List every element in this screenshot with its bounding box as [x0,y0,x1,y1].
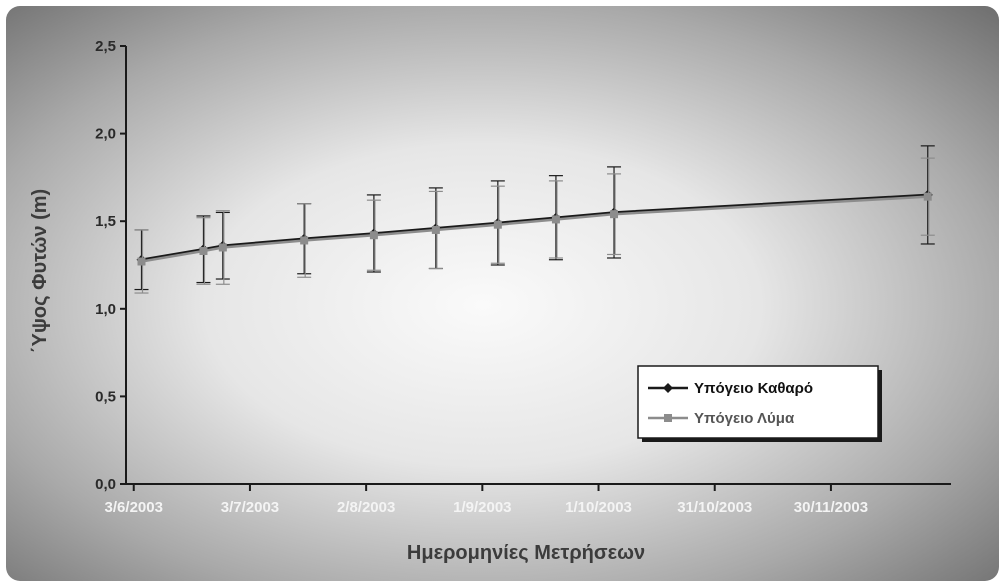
y-tick-label: 0,5 [95,388,116,405]
series-layer [134,145,935,294]
data-point [369,231,378,240]
data-point [218,243,227,252]
data-point [610,210,619,219]
legend-marker [663,383,673,393]
x-tick-label: 3/7/2003 [221,499,279,516]
data-point [137,257,146,266]
y-axis-title: ΄Υψος Φυτών (m) [29,189,51,353]
x-tick-label: 30/11/2003 [794,499,868,516]
legend: Υπόγειο Καθαρό Υπόγειο Λύμα [637,365,882,442]
line-chart: 0,0 0,5 1,0 1,5 2,0 2,5 3/6/2003 3/7/2003 2/8/20… [29,38,951,564]
x-tick-label: 1/9/2003 [453,499,511,516]
data-point [300,236,309,245]
x-axis-title: Ημερομηνίες Μετρήσεων [407,542,645,564]
legend-box [637,365,879,439]
y-tick-label: 2,5 [95,38,116,55]
y-tick-label: 0,0 [95,476,116,493]
data-point [493,220,502,229]
x-tick-label: 1/10/2003 [565,499,632,516]
legend-label: Υπόγειο Λύμα [694,410,795,427]
series-line [141,193,928,261]
series-1 [134,145,935,291]
chart-frame: 0,0 0,5 1,0 1,5 2,0 2,5 3/6/2003 3/7/2003 2/8/20… [6,6,999,581]
legend-label: Υπόγειο Καθαρό [694,380,813,397]
x-tick-label: 3/6/2003 [105,499,163,516]
axes: 0,0 0,5 1,0 1,5 2,0 2,5 3/6/2003 3/7/2003 2/8/20… [95,38,951,516]
data-point [551,215,560,224]
y-tick-label: 2,0 [95,126,116,143]
data-point [923,192,932,201]
series-2 [134,157,935,294]
x-tick-label: 2/8/2003 [337,499,395,516]
data-point [431,225,440,234]
y-tick-label: 1,0 [95,301,116,318]
series-line [141,195,928,263]
data-point [199,246,208,255]
x-tick-label: 31/10/2003 [677,499,752,516]
legend-marker [664,414,672,422]
y-tick-label: 1,5 [95,213,116,230]
